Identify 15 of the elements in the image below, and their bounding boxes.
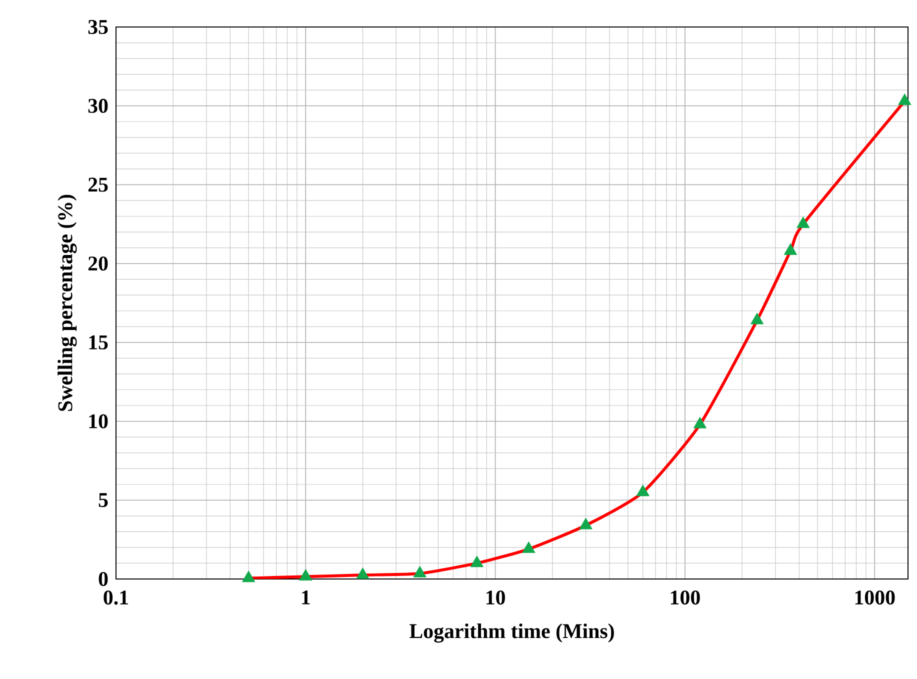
y-tick-label: 5 xyxy=(98,493,108,508)
y-tick-label: 35 xyxy=(88,20,108,34)
y-tick-label: 20 xyxy=(88,256,108,271)
y-tick-label: 25 xyxy=(88,178,108,192)
x-axis-title: Logarithm time (Mins) xyxy=(410,623,614,643)
x-tick-label: 1 xyxy=(302,590,310,604)
x-tick-label: 1000 xyxy=(855,590,895,605)
y-tick-label: 10 xyxy=(89,414,108,428)
x-tick-label: 0.1 xyxy=(104,590,128,605)
y-axis-title: Swelling percentage (%) xyxy=(58,194,77,411)
x-tick-label: 100 xyxy=(670,590,700,605)
y-tick-label: 0 xyxy=(98,572,108,586)
y-tick-label: 15 xyxy=(89,335,108,350)
x-tick-label: 10 xyxy=(486,590,505,605)
y-tick-label: 30 xyxy=(88,98,108,113)
